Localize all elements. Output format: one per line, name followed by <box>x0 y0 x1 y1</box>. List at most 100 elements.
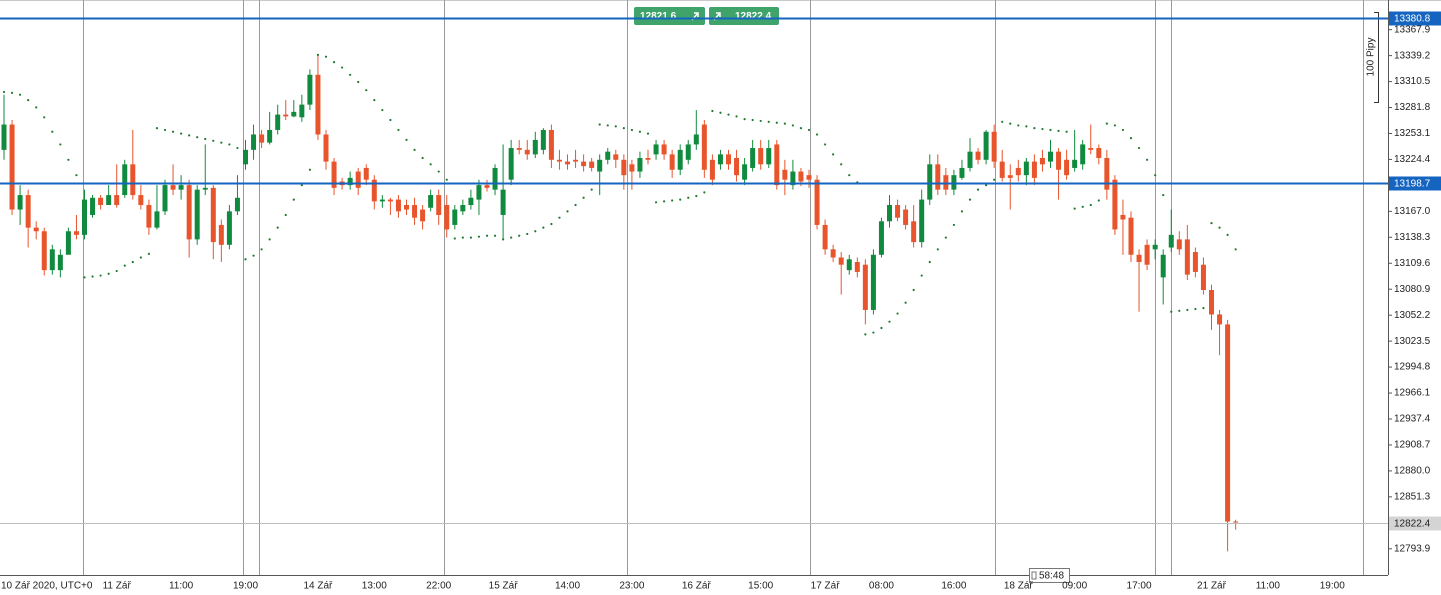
sar-dot <box>91 275 94 278</box>
level-label-box <box>1389 176 1441 191</box>
sar-dot <box>783 122 786 125</box>
sar-dot <box>1089 203 1092 207</box>
sar-dot <box>332 61 336 64</box>
candle-body <box>234 197 240 212</box>
sar-dot <box>1129 136 1133 140</box>
x-tick-label: 11:00 <box>169 581 194 592</box>
candle-body <box>1088 148 1094 150</box>
candle-body <box>267 129 273 143</box>
sar-dot <box>518 234 521 237</box>
candle-body <box>709 159 715 180</box>
sar-dot <box>671 199 674 202</box>
countdown-text: 58:48 <box>1039 571 1064 582</box>
candle-body <box>1168 234 1174 248</box>
sar-dot <box>316 53 320 56</box>
candle-body <box>758 148 764 165</box>
candle-body <box>65 231 71 255</box>
candle-body <box>371 179 377 202</box>
candle-body <box>645 157 651 160</box>
sar-dot <box>373 99 376 102</box>
sar-dot <box>1105 122 1108 125</box>
candle-body <box>911 221 917 243</box>
candle-body <box>484 185 490 188</box>
sar-dot <box>582 196 585 199</box>
ask-button[interactable] <box>709 7 779 25</box>
x-tick-label: 15 Zář <box>489 581 519 592</box>
sar-dot <box>115 269 118 273</box>
sar-dot <box>461 236 464 239</box>
candle-body <box>999 161 1005 178</box>
x-tick-label: 16 Zář <box>682 581 712 592</box>
period-separators <box>83 0 1364 575</box>
candle-body <box>49 249 55 271</box>
candle-body <box>838 257 844 265</box>
candle-body <box>210 187 216 243</box>
quote-panel[interactable]: 12821.6 12822.4 <box>634 7 779 25</box>
sar-dot <box>542 226 545 229</box>
bid-button[interactable] <box>634 7 705 25</box>
candle-body <box>516 148 522 150</box>
sar-dot <box>1218 226 1221 229</box>
sar-dot <box>1057 129 1060 132</box>
sar-dot <box>928 260 931 264</box>
sar-dot <box>429 163 432 166</box>
candle-body <box>307 74 313 105</box>
candle-body <box>669 154 675 170</box>
candle-body <box>41 231 47 271</box>
sar-dot <box>985 184 988 187</box>
candle-body <box>476 185 482 200</box>
sar-dot <box>493 234 497 237</box>
y-tick-label: 12880.0 <box>1394 466 1431 477</box>
sar-dot <box>1025 125 1028 128</box>
sar-dot <box>1121 128 1125 132</box>
sar-dot <box>638 130 642 133</box>
y-tick-label: 12966.1 <box>1394 388 1431 399</box>
candle-body <box>830 249 836 258</box>
sar-dot <box>1073 207 1076 210</box>
candle-body <box>1072 159 1078 168</box>
candle-body <box>355 171 361 188</box>
sar-dot <box>606 124 609 127</box>
sar-dot <box>421 156 424 160</box>
candle-body <box>1192 252 1198 272</box>
candle-body <box>629 164 635 172</box>
candle-body <box>661 144 667 155</box>
x-tick-label: 13:00 <box>362 581 387 592</box>
candle-body <box>420 209 426 222</box>
candle-body <box>9 124 15 210</box>
candle-body <box>500 189 506 215</box>
sar-dot <box>993 178 996 181</box>
candle-body <box>90 197 96 215</box>
sar-dot <box>1194 307 1197 311</box>
candle-body <box>412 205 418 218</box>
candle-body <box>782 169 788 180</box>
candle-body <box>363 167 369 180</box>
candle-body <box>436 195 442 215</box>
candle-body <box>1136 254 1142 262</box>
sar-dot <box>1033 127 1036 130</box>
sar-dot <box>1234 248 1237 251</box>
y-tick-label: 13023.5 <box>1394 336 1431 347</box>
candle-body <box>637 157 643 172</box>
candle-body <box>540 129 546 150</box>
y-tick-label: 12851.3 <box>1394 492 1431 503</box>
sar-dot <box>920 274 923 277</box>
sar-dot <box>2 90 6 94</box>
sar-dot <box>550 222 553 226</box>
sar-dot <box>204 137 207 141</box>
candle-body <box>605 151 611 160</box>
sar-dot <box>614 125 617 128</box>
candle-body <box>452 209 458 225</box>
sar-dot <box>1202 307 1205 310</box>
sar-dot <box>944 236 947 239</box>
sar-dot <box>59 143 62 146</box>
sar-dot <box>1162 193 1165 197</box>
candle-body <box>750 148 756 168</box>
candle-body <box>218 224 224 245</box>
sar-dot <box>413 148 416 151</box>
sar-dot <box>1154 174 1157 177</box>
candle-body <box>291 111 297 117</box>
candle-body <box>1184 239 1190 275</box>
sar-dot <box>300 184 303 187</box>
candle-body <box>1176 239 1182 250</box>
